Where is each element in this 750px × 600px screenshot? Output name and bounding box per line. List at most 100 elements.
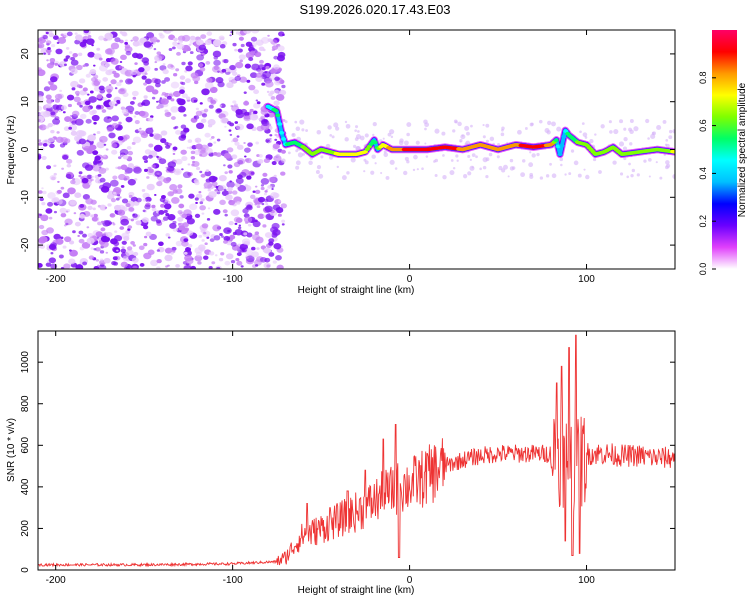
noise-blob	[108, 132, 116, 139]
faint-blob	[585, 174, 590, 180]
noise-blob	[134, 120, 140, 125]
noise-blob	[250, 171, 255, 175]
noise-blob	[39, 146, 45, 151]
noise-blob	[234, 222, 238, 225]
noise-blob	[234, 48, 238, 52]
faint-blob	[608, 120, 612, 124]
noise-blob	[179, 195, 184, 199]
noise-blob	[243, 216, 253, 224]
noise-blob	[167, 191, 174, 197]
noise-blob	[143, 168, 149, 173]
noise-blob	[78, 238, 85, 244]
noise-blob	[144, 196, 152, 203]
noise-blob	[215, 77, 224, 84]
faint-blob	[547, 120, 552, 126]
noise-blob	[141, 102, 146, 106]
noise-blob	[108, 221, 113, 225]
noise-blob	[172, 41, 178, 47]
noise-blob	[87, 232, 94, 238]
noise-blob	[183, 251, 188, 255]
noise-blob	[271, 45, 278, 51]
faint-blob	[630, 173, 634, 178]
faint-blob	[662, 119, 667, 124]
noise-blob	[156, 266, 161, 269]
noise-blob	[227, 190, 233, 195]
noise-blob	[236, 260, 243, 266]
noise-blob	[166, 95, 172, 100]
noise-blob	[38, 142, 43, 146]
noise-blob	[237, 48, 243, 53]
faint-blob	[327, 125, 332, 130]
noise-blob	[50, 111, 56, 116]
noise-blob	[223, 59, 229, 64]
faint-blob	[333, 122, 339, 128]
noise-blob	[147, 117, 154, 122]
noise-blob	[206, 31, 213, 36]
noise-blob	[201, 223, 209, 229]
noise-blob	[154, 193, 157, 196]
faint-blob	[441, 131, 446, 136]
noise-blob	[144, 72, 148, 76]
noise-blob	[41, 155, 47, 160]
faint-blob	[636, 173, 640, 177]
noise-blob	[254, 189, 261, 195]
y-tick-label: 1000	[20, 351, 31, 374]
noise-blob	[120, 88, 125, 92]
faint-blob	[509, 158, 514, 163]
noise-blob	[272, 143, 280, 150]
noise-blob	[38, 119, 41, 123]
noise-blob	[156, 155, 159, 158]
noise-blob	[96, 160, 104, 166]
noise-blob	[120, 164, 128, 171]
noise-blob	[151, 96, 156, 100]
noise-blob	[154, 78, 161, 85]
noise-blob	[43, 86, 51, 92]
noise-blob	[130, 218, 134, 222]
noise-blob	[68, 249, 72, 252]
faint-blob	[581, 122, 585, 125]
noise-blob	[187, 61, 193, 66]
faint-blob	[522, 159, 526, 163]
noise-blob	[62, 192, 70, 199]
noise-blob	[50, 129, 55, 134]
faint-blob	[308, 160, 313, 166]
noise-blob	[106, 93, 112, 98]
noise-blob	[127, 218, 131, 221]
noise-blob	[67, 187, 76, 195]
noise-blob	[194, 181, 200, 186]
noise-blob	[42, 49, 46, 53]
noise-blob	[178, 222, 184, 228]
noise-blob	[194, 197, 199, 201]
noise-blob	[187, 163, 191, 166]
noise-blob	[250, 36, 258, 42]
faint-blob	[320, 155, 324, 159]
noise-blob	[182, 34, 191, 42]
noise-blob	[232, 190, 238, 195]
noise-blob	[150, 215, 158, 222]
noise-blob	[143, 61, 150, 66]
noise-blob	[205, 147, 213, 154]
noise-blob	[164, 203, 172, 210]
noise-blob	[281, 219, 286, 223]
noise-blob	[69, 249, 78, 257]
noise-blob	[244, 155, 247, 158]
noise-blob	[229, 34, 232, 37]
noise-blob	[242, 30, 252, 34]
faint-blob	[623, 137, 628, 142]
faint-blob	[517, 129, 522, 135]
noise-blob	[81, 177, 89, 184]
faint-blob	[612, 160, 617, 165]
noise-blob	[254, 259, 262, 266]
faint-blob	[442, 154, 445, 157]
snr-frame	[37, 330, 676, 571]
noise-blob	[212, 39, 222, 47]
faint-blob	[511, 166, 516, 170]
noise-blob	[153, 48, 157, 51]
faint-blob	[295, 126, 301, 131]
noise-blob	[148, 168, 154, 173]
noise-blob	[234, 228, 243, 236]
noise-blob	[38, 224, 45, 230]
noise-blob	[106, 126, 114, 133]
